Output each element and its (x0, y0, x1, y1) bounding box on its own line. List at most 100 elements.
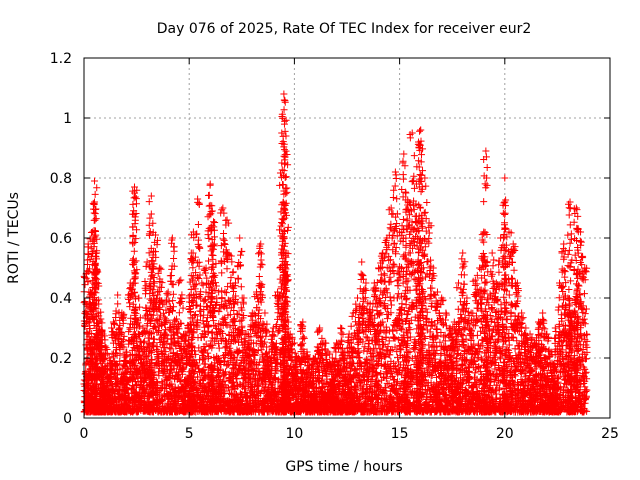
data-point (347, 322, 355, 330)
data-point (151, 238, 159, 246)
data-point (167, 277, 175, 285)
data-point (169, 331, 177, 339)
data-point (218, 287, 226, 295)
data-point (137, 392, 145, 400)
data-point (108, 379, 116, 387)
data-point (159, 369, 167, 377)
data-point (81, 281, 89, 289)
data-point (86, 336, 94, 344)
data-point (229, 269, 237, 277)
data-point (169, 290, 177, 298)
data-point (84, 330, 92, 338)
data-point (144, 334, 152, 342)
data-point (196, 244, 204, 252)
data-point (166, 366, 174, 374)
data-point (125, 340, 133, 348)
data-point (167, 340, 175, 348)
data-point (158, 321, 166, 329)
data-point (205, 234, 213, 242)
data-point (175, 309, 183, 317)
data-point (163, 356, 171, 364)
data-point (237, 251, 245, 259)
data-point (133, 226, 141, 234)
data-point (168, 380, 176, 388)
data-point (141, 277, 149, 285)
data-point (154, 269, 162, 277)
data-point (141, 284, 149, 292)
data-point (158, 378, 166, 386)
data-point (84, 256, 92, 264)
data-point (156, 336, 164, 344)
data-point (155, 372, 163, 380)
data-point (140, 337, 148, 345)
data-point (208, 251, 216, 259)
data-point (195, 199, 203, 207)
data-point (156, 283, 164, 291)
data-point (125, 328, 133, 336)
data-point (84, 243, 92, 251)
data-point (91, 177, 99, 185)
data-point (142, 407, 150, 415)
data-point (195, 258, 203, 266)
data-point (101, 342, 109, 350)
data-point (104, 361, 112, 369)
data-point (132, 235, 140, 243)
data-point (119, 336, 127, 344)
data-point (315, 328, 323, 336)
data-point (156, 315, 164, 323)
data-point (118, 329, 126, 337)
data-point (215, 288, 223, 296)
data-point (137, 360, 145, 368)
data-point (204, 257, 212, 265)
data-point (338, 325, 346, 333)
data-point (146, 214, 154, 222)
data-point (131, 193, 139, 201)
data-point (160, 343, 168, 351)
data-point (154, 359, 162, 367)
data-point (175, 277, 183, 285)
data-point (98, 343, 106, 351)
data-point (168, 236, 176, 244)
data-point (218, 294, 226, 302)
data-point (142, 328, 150, 336)
data-point (154, 288, 162, 296)
data-point (120, 332, 128, 340)
data-point (162, 316, 170, 324)
data-point (145, 249, 153, 257)
data-point (108, 324, 116, 332)
data-point (337, 329, 345, 337)
data-point (139, 384, 147, 392)
data-point (95, 300, 103, 308)
data-point (99, 330, 107, 338)
data-point (273, 321, 281, 329)
data-point (205, 191, 213, 199)
data-point (116, 341, 124, 349)
data-point (178, 291, 186, 299)
data-point (196, 307, 204, 315)
data-point (138, 345, 146, 353)
data-point (114, 300, 122, 308)
data-point (97, 308, 105, 316)
data-point (104, 396, 112, 404)
data-point (158, 362, 166, 370)
data-point (256, 248, 264, 256)
data-point (141, 353, 149, 361)
data-point (149, 278, 157, 286)
data-point (112, 313, 120, 321)
data-point (206, 181, 214, 189)
data-point (110, 320, 118, 328)
data-point (108, 366, 116, 374)
data-point (93, 312, 101, 320)
data-point (300, 334, 308, 342)
chart-title: Day 076 of 2025, Rate Of TEC Index for r… (157, 21, 532, 37)
data-point (85, 325, 93, 333)
data-point (171, 316, 179, 324)
data-point (150, 260, 158, 268)
data-point (102, 351, 110, 359)
data-point (126, 303, 134, 311)
data-point (145, 198, 153, 206)
data-point (170, 247, 178, 255)
data-point (143, 344, 151, 352)
